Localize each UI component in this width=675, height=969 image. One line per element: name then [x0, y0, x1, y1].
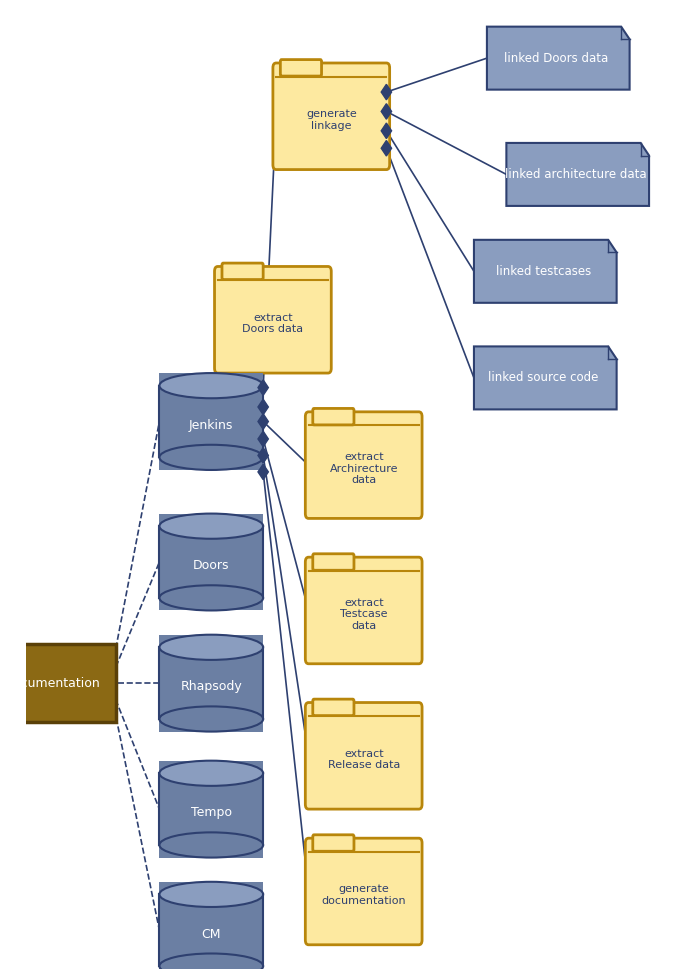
- FancyBboxPatch shape: [159, 514, 263, 610]
- Text: generate
linkage: generate linkage: [306, 109, 356, 131]
- Text: linked source code: linked source code: [489, 371, 599, 385]
- Polygon shape: [506, 143, 649, 206]
- FancyBboxPatch shape: [305, 703, 422, 809]
- Polygon shape: [381, 141, 391, 156]
- Bar: [159, 386, 263, 470]
- Polygon shape: [381, 123, 391, 139]
- Text: linked Doors data: linked Doors data: [504, 51, 609, 65]
- Text: Doors: Doors: [193, 559, 230, 573]
- Ellipse shape: [159, 514, 263, 539]
- Text: generate
documentation: generate documentation: [321, 885, 406, 906]
- FancyBboxPatch shape: [305, 838, 422, 945]
- Ellipse shape: [159, 882, 263, 907]
- Text: linked architecture data: linked architecture data: [505, 168, 647, 181]
- FancyBboxPatch shape: [159, 373, 263, 470]
- Bar: [159, 894, 263, 969]
- Bar: [159, 773, 263, 858]
- Polygon shape: [258, 464, 269, 480]
- Text: extract
Doors data: extract Doors data: [242, 313, 304, 334]
- Ellipse shape: [159, 585, 263, 610]
- FancyBboxPatch shape: [215, 266, 331, 373]
- Polygon shape: [474, 347, 617, 410]
- Bar: [159, 647, 263, 732]
- FancyBboxPatch shape: [313, 700, 354, 715]
- FancyBboxPatch shape: [0, 644, 115, 722]
- Ellipse shape: [159, 445, 263, 470]
- Polygon shape: [487, 27, 630, 90]
- Text: CM: CM: [202, 927, 221, 941]
- Ellipse shape: [159, 706, 263, 732]
- Polygon shape: [474, 240, 617, 302]
- Text: Rhapsody: Rhapsody: [180, 680, 242, 694]
- FancyBboxPatch shape: [313, 835, 354, 852]
- FancyBboxPatch shape: [222, 263, 263, 279]
- Polygon shape: [258, 448, 269, 463]
- Text: documentation: documentation: [5, 676, 100, 690]
- FancyBboxPatch shape: [159, 635, 263, 732]
- Text: extract
Archirecture
data: extract Archirecture data: [329, 453, 398, 485]
- FancyBboxPatch shape: [305, 412, 422, 518]
- Ellipse shape: [159, 953, 263, 969]
- FancyBboxPatch shape: [313, 554, 354, 570]
- Text: Jenkins: Jenkins: [189, 419, 234, 432]
- Polygon shape: [258, 414, 269, 429]
- FancyBboxPatch shape: [280, 59, 321, 77]
- Ellipse shape: [159, 832, 263, 858]
- FancyBboxPatch shape: [313, 408, 354, 424]
- FancyBboxPatch shape: [273, 63, 389, 170]
- Bar: [159, 526, 263, 610]
- Ellipse shape: [159, 373, 263, 398]
- Polygon shape: [258, 399, 269, 415]
- Polygon shape: [258, 431, 269, 447]
- Polygon shape: [381, 84, 391, 100]
- Text: Tempo: Tempo: [191, 806, 232, 820]
- Ellipse shape: [159, 635, 263, 660]
- FancyBboxPatch shape: [159, 761, 263, 858]
- FancyBboxPatch shape: [159, 882, 263, 969]
- Text: linked testcases: linked testcases: [496, 265, 591, 278]
- Text: extract
Release data: extract Release data: [327, 749, 400, 770]
- FancyBboxPatch shape: [305, 557, 422, 664]
- Text: extract
Testcase
data: extract Testcase data: [340, 598, 387, 631]
- Ellipse shape: [159, 761, 263, 786]
- Polygon shape: [381, 104, 391, 119]
- Polygon shape: [258, 380, 269, 395]
